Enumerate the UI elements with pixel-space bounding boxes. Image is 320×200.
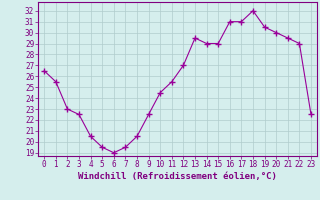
X-axis label: Windchill (Refroidissement éolien,°C): Windchill (Refroidissement éolien,°C) bbox=[78, 172, 277, 181]
